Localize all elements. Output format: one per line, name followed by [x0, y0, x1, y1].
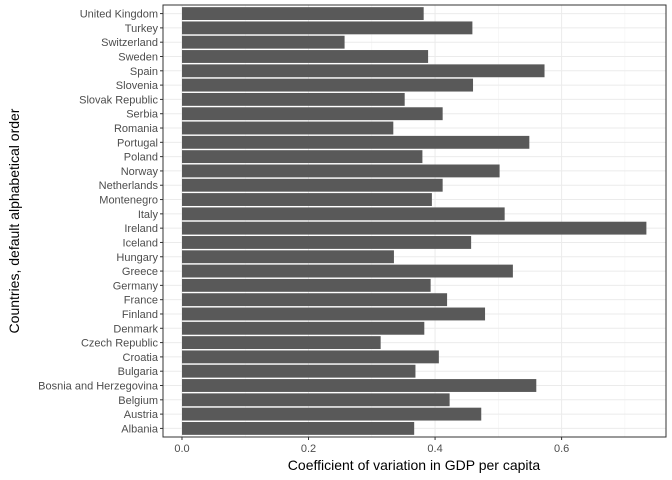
y-tick-label: Ireland	[124, 223, 158, 235]
y-tick-labels: Albania Austria Belgium Bosnia and Herzegov…	[38, 9, 163, 435]
y-tick-label: France	[124, 295, 158, 307]
x-tick-labels: 0.0 0.2 0.4 0.6	[174, 437, 569, 455]
bar	[181, 407, 482, 421]
x-axis-title: Coefficient of variation in GDP per capi…	[288, 457, 541, 473]
bar	[181, 78, 474, 92]
bars	[181, 7, 647, 435]
y-tick-label: United Kingdom	[80, 9, 158, 21]
bar	[181, 21, 473, 35]
bar	[181, 178, 443, 192]
y-tick-label: Spain	[130, 66, 158, 78]
y-tick-label: Finland	[122, 309, 158, 321]
y-tick-label: Bosnia and Herzegovina	[38, 381, 159, 393]
bar	[181, 336, 381, 350]
y-tick-label: Slovak Republic	[79, 94, 158, 106]
y-tick-label: Montenegro	[99, 195, 158, 207]
bar	[181, 121, 394, 135]
x-tick-label: 0.0	[174, 443, 189, 455]
y-tick-label: Austria	[124, 409, 159, 421]
bar	[181, 207, 505, 221]
y-tick-label: Switzerland	[101, 37, 158, 49]
bar	[181, 350, 439, 364]
y-tick-label: Belgium	[118, 395, 158, 407]
y-tick-label: Italy	[138, 209, 159, 221]
y-tick-label: Portugal	[117, 137, 158, 149]
y-tick-label: Norway	[121, 166, 159, 178]
bar	[181, 364, 416, 378]
x-tick-label: 0.6	[554, 443, 569, 455]
y-tick-label: Croatia	[123, 352, 159, 364]
bar	[181, 264, 513, 278]
bar	[181, 50, 429, 63]
bar	[181, 135, 530, 149]
bar	[181, 7, 424, 21]
bar	[181, 193, 432, 206]
y-tick-label: Sweden	[118, 51, 158, 63]
bar	[181, 307, 486, 321]
y-tick-label: Netherlands	[99, 180, 159, 192]
bar	[181, 421, 415, 435]
bar	[181, 92, 405, 106]
bar	[181, 250, 394, 264]
bar	[181, 236, 472, 249]
bar	[181, 35, 345, 49]
y-tick-label: Slovenia	[116, 80, 159, 92]
y-tick-label: Hungary	[116, 252, 158, 264]
bar	[181, 321, 425, 335]
x-tick-label: 0.2	[301, 443, 316, 455]
y-tick-label: Turkey	[125, 23, 159, 35]
y-tick-label: Germany	[113, 280, 159, 292]
bar	[181, 64, 545, 78]
bar	[181, 379, 537, 392]
y-tick-label: Greece	[122, 266, 158, 278]
y-tick-label: Albania	[121, 423, 159, 435]
y-tick-label: Bulgaria	[118, 366, 159, 378]
y-tick-label: Czech Republic	[81, 338, 159, 350]
bar	[181, 293, 448, 307]
y-tick-label: Romania	[114, 123, 159, 135]
y-tick-label: Denmark	[113, 323, 158, 335]
plot-border	[162, 4, 667, 438]
bar	[181, 278, 431, 292]
bar	[181, 164, 500, 178]
bar	[181, 107, 443, 121]
y-tick-label: Iceland	[123, 237, 158, 249]
bar	[181, 393, 450, 407]
y-tick-label: Serbia	[126, 109, 159, 121]
y-tick-label: Poland	[124, 152, 158, 164]
y-axis-title: Countries, default alphabetical order	[6, 108, 22, 333]
x-tick-label: 0.4	[427, 443, 442, 455]
bar	[181, 150, 423, 164]
bar	[181, 221, 647, 235]
